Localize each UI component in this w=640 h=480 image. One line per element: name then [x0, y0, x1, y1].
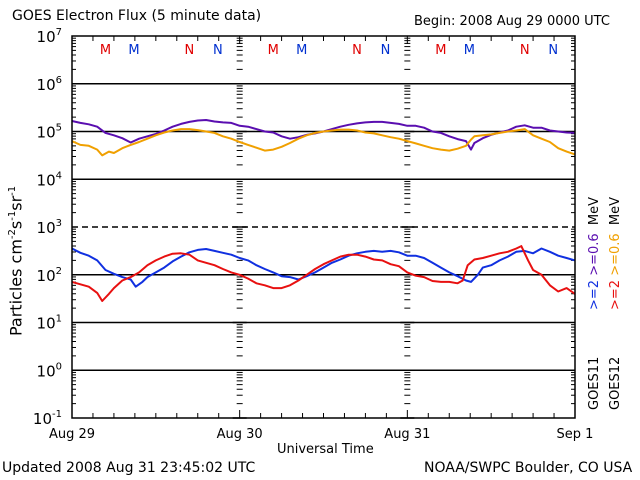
updated-timestamp: Updated 2008 Aug 31 23:45:02 UTC	[2, 460, 256, 476]
legend-goes12-label: GOES12	[608, 356, 623, 410]
legend-goes11-energies: >=2 >=0.6 MeV	[587, 196, 602, 310]
legend-goes12-2mev: >=2	[608, 279, 623, 310]
magnetopause-marker-m: M	[435, 43, 446, 58]
magnetopause-marker-n: N	[184, 43, 194, 58]
magnetopause-marker-m: M	[464, 43, 475, 58]
x-tick-label: Aug 31	[384, 427, 430, 442]
series-line-1	[71, 128, 576, 157]
y-tick-exponent: 1	[56, 314, 62, 325]
y-axis-label-particles: Particles	[6, 263, 26, 336]
y-tick-exponent: 7	[56, 27, 62, 38]
legend-goes12-mev: MeV	[608, 196, 623, 234]
y-axis-unit-cm: cm	[6, 239, 26, 264]
magnetopause-marker-n: N	[548, 43, 558, 58]
y-tick-exponent: 5	[56, 123, 62, 134]
x-tick-label: Aug 29	[49, 427, 95, 442]
magnetopause-marker-n: N	[213, 43, 223, 58]
y-tick-label: 102	[37, 266, 62, 285]
y-tick-exponent: 6	[56, 75, 62, 86]
legend-goes11-mev: MeV	[587, 196, 602, 234]
y-tick-label: 100	[37, 361, 62, 380]
x-tick-label: Sep 1	[557, 427, 594, 442]
magnetopause-marker-m: M	[268, 43, 279, 58]
series-line-3	[71, 245, 576, 302]
legend-goes11-label: GOES11	[587, 356, 602, 410]
legend-goes12-06mev: >=0.6	[608, 233, 623, 280]
magnetopause-marker-n: N	[520, 43, 530, 58]
y-axis-unit-sr: sr	[6, 195, 26, 211]
y-axis-unit-s-exp: -1	[7, 210, 18, 221]
magnetopause-marker-m: M	[128, 43, 139, 58]
x-axis-label: Universal Time	[277, 442, 374, 457]
plot-frame	[71, 35, 576, 419]
legend-goes11-2mev: >=2	[587, 279, 602, 310]
y-tick-exponent: -1	[52, 409, 62, 420]
legend-goes11-06mev: >=0.6	[587, 233, 602, 280]
magnetopause-marker-m: M	[100, 43, 111, 58]
magnetopause-marker-n: N	[381, 43, 391, 58]
y-tick-label: 103	[37, 218, 62, 237]
y-tick-exponent: 4	[56, 170, 62, 181]
x-tick-label: Aug 30	[217, 427, 263, 442]
chart-title: GOES Electron Flux (5 minute data)	[12, 8, 262, 24]
magnetopause-marker-m: M	[296, 43, 307, 58]
y-tick-label: 106	[37, 75, 62, 94]
begin-label: Begin: 2008 Aug 29 0000 UTC	[414, 14, 610, 29]
series-line-0	[71, 119, 576, 151]
y-tick-label: 10-1	[33, 409, 62, 428]
legend-goes12-energies: >=2 >=0.6 MeV	[608, 196, 623, 310]
y-tick-label: 104	[37, 170, 62, 189]
y-tick-exponent: 0	[56, 361, 62, 372]
y-axis-unit-cm-exp: -2	[7, 229, 18, 240]
y-tick-exponent: 3	[56, 218, 62, 229]
credit-label: NOAA/SWPC Boulder, CO USA	[424, 460, 633, 476]
y-tick-label: 107	[37, 27, 62, 46]
y-tick-exponent: 2	[56, 266, 62, 277]
series-line-2	[71, 247, 576, 288]
magnetopause-marker-n: N	[352, 43, 362, 58]
y-tick-label: 101	[37, 314, 62, 333]
y-axis-unit-s: s	[6, 220, 26, 230]
y-axis-label: Particles cm Particles cm-2s-1sr-1	[5, 185, 26, 336]
y-tick-label: 105	[37, 123, 62, 142]
y-axis-unit-sr-exp: -1	[7, 185, 18, 196]
